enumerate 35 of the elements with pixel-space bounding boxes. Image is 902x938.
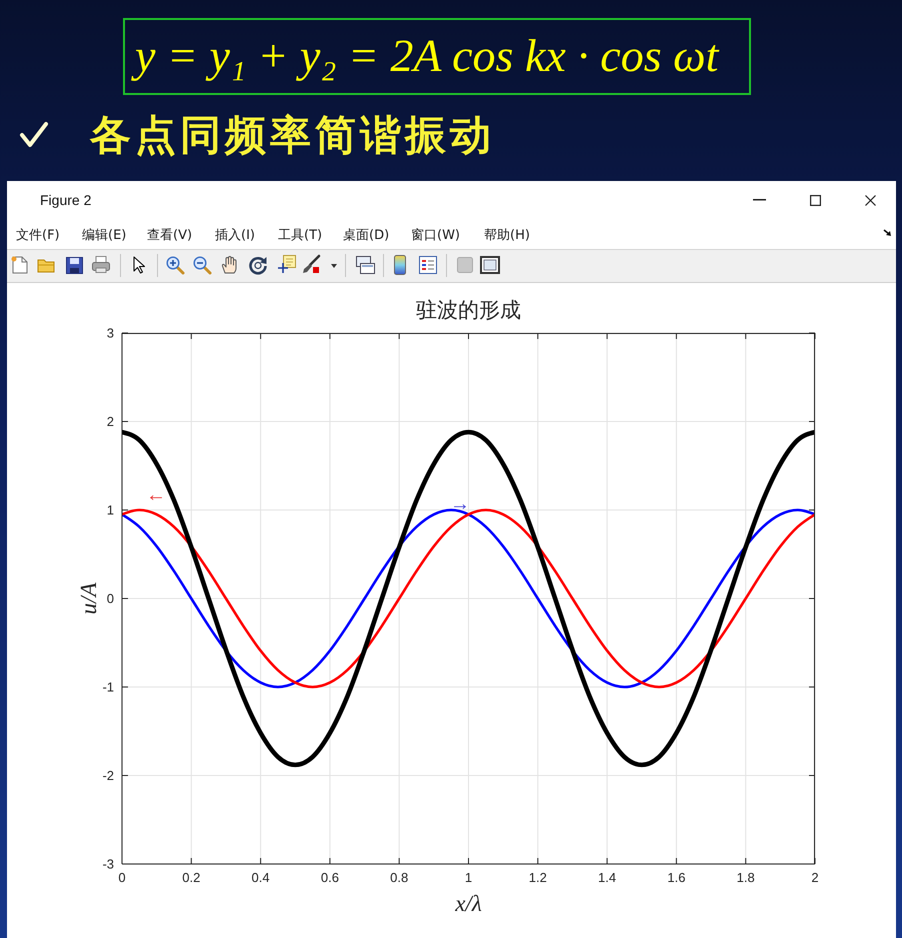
x-tick-label: 0.4 <box>252 870 270 886</box>
x-tick-label: 1.4 <box>598 870 616 886</box>
text: 查看(V) <box>147 228 192 243</box>
x-tick-label: 1.8 <box>736 870 755 886</box>
text: 编辑(E) <box>82 228 126 243</box>
text: 工具(T) <box>278 228 322 243</box>
y-axis-title: u/A <box>76 582 101 614</box>
x-tick-label: 2 <box>811 870 819 886</box>
x-tick-label: 1 <box>464 870 472 886</box>
y-tick-label: 2 <box>106 414 114 430</box>
x-tick-label: 0 <box>118 870 126 886</box>
x-axis-title: x/λ <box>455 891 482 916</box>
y-tick-label: 3 <box>106 326 114 341</box>
x-tick-label: 0.8 <box>390 870 408 886</box>
text: 文件(F) <box>16 228 60 243</box>
line-series <box>122 508 815 688</box>
text: 帮助(H) <box>484 228 530 243</box>
chart-title: 驻波的形成 <box>416 298 521 322</box>
annotation: ← <box>146 484 166 506</box>
text: 桌面(D) <box>343 228 390 243</box>
text: 各点同频率简谐振动 <box>90 111 495 159</box>
x-tick-label: 0.2 <box>182 870 200 886</box>
x-tick-label: 0.6 <box>320 870 339 886</box>
y-tick-label: -3 <box>102 856 114 872</box>
y-tick-label: 1 <box>106 502 114 518</box>
annotation: → <box>450 493 470 515</box>
x-tick-label: 1.6 <box>667 870 686 886</box>
text: 插入(I) <box>215 228 255 243</box>
y-tick-label: -1 <box>102 680 114 695</box>
y-tick-label: 0 <box>106 591 114 606</box>
caption: Figure 2 <box>40 192 92 208</box>
x-tick-label: 1.2 <box>528 870 547 886</box>
text: 窗口(W) <box>411 228 460 243</box>
y-tick-label: -2 <box>102 768 114 784</box>
line-series <box>122 430 815 768</box>
